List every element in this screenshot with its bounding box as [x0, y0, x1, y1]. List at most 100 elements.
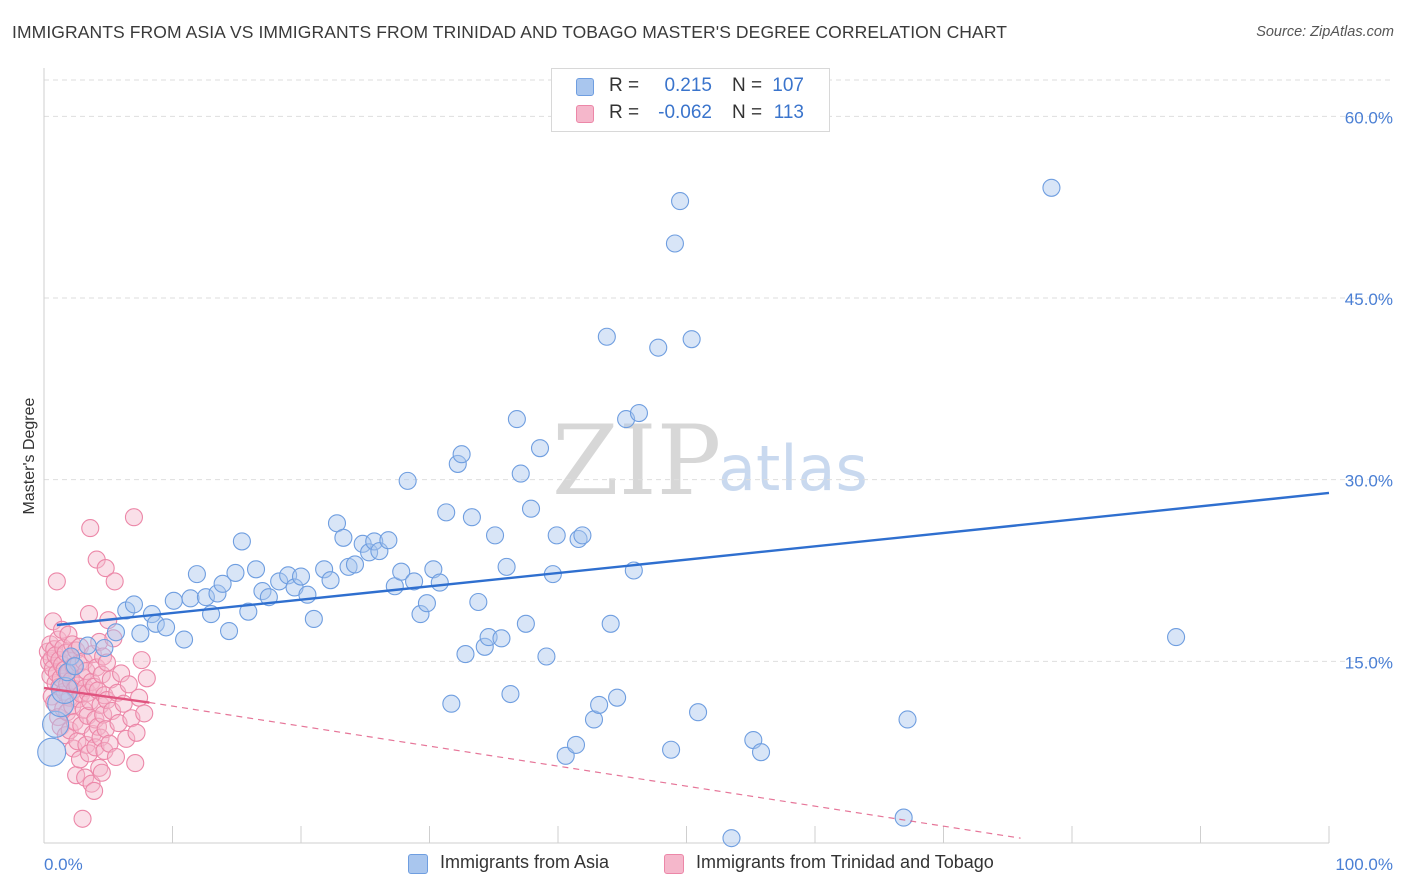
asia-point-12 — [131, 624, 150, 643]
tt-point-64 — [81, 519, 100, 538]
asia-point-28 — [246, 560, 266, 579]
asia-point-57 — [442, 694, 461, 713]
asia-point-36 — [304, 609, 323, 628]
asia-point-7 — [78, 636, 97, 655]
legend-r-label: R = — [609, 102, 640, 123]
asia-point-88 — [629, 404, 649, 423]
tt-point-8 — [45, 640, 64, 659]
tt-point-83 — [92, 665, 111, 684]
asia-point-69 — [507, 410, 526, 429]
asia-point-80 — [573, 526, 592, 545]
asia-point-97 — [751, 743, 771, 762]
asia-point-31 — [270, 572, 289, 591]
asia-point-67 — [497, 557, 516, 576]
asia-point-99 — [898, 710, 917, 729]
tt-point-97 — [105, 572, 124, 591]
asia-point-40 — [334, 528, 353, 547]
legend-n-label: N = — [732, 75, 763, 96]
legend-row-tt: R = -0.062 N = 113 — [552, 100, 829, 128]
tt-point-79 — [90, 632, 109, 652]
asia-point-53 — [417, 594, 436, 613]
asia-point-64 — [479, 628, 498, 647]
asia-point-85 — [608, 688, 627, 707]
x-tick-label-0: 0.0% — [44, 855, 83, 874]
legend-r-value: 0.215 — [664, 75, 712, 96]
asia-point-92 — [671, 192, 690, 211]
asia-point-15 — [157, 618, 176, 637]
asia-point-18 — [181, 589, 200, 608]
asia-point-1 — [42, 710, 70, 738]
legend-n-value: 113 — [773, 102, 804, 123]
asia-point-83 — [597, 327, 616, 346]
asia-point-73 — [530, 439, 550, 458]
legend-swatch-asia — [576, 78, 594, 96]
asia-point-60 — [456, 645, 475, 664]
y-tick-label-1: 30.0% — [1345, 472, 1393, 491]
asia-point-5 — [61, 647, 81, 666]
series-legend-label-asia: Immigrants from Asia — [440, 852, 610, 872]
series-legend: Immigrants from Asia Immigrants from Tri… — [0, 850, 1406, 880]
tt-point-84 — [94, 705, 113, 724]
asia-point-38 — [321, 571, 340, 590]
asia-point-51 — [405, 572, 424, 591]
asia-point-76 — [547, 526, 566, 545]
asia-point-37 — [315, 560, 334, 579]
asia-point-56 — [437, 503, 456, 522]
asia-trend-line — [56, 491, 1330, 627]
tt-point-88 — [96, 559, 115, 578]
asia-point-78 — [566, 735, 586, 754]
tt-point-59 — [77, 661, 96, 681]
asia-point-70 — [511, 464, 530, 483]
asia-point-52 — [411, 605, 430, 624]
y-tick-label-3: 60.0% — [1345, 108, 1393, 127]
asia-point-74 — [537, 647, 556, 666]
asia-point-71 — [516, 614, 535, 633]
asia-point-23 — [213, 574, 232, 593]
asia-point-101 — [1167, 628, 1186, 647]
watermark-zip: ZIP — [552, 405, 721, 517]
axes — [43, 68, 1330, 844]
tt-point-103 — [117, 729, 136, 748]
series-legend-swatch-asia — [408, 854, 428, 874]
tt-point-81 — [91, 728, 110, 747]
legend-n-value: 107 — [772, 75, 804, 96]
asia-point-11 — [124, 595, 143, 614]
trend-lines — [43, 491, 1330, 839]
tt-series-points — [38, 508, 156, 828]
asia-point-34 — [291, 567, 311, 586]
tt-point-90 — [97, 653, 117, 672]
asia-point-55 — [430, 573, 449, 592]
asia-point-81 — [584, 710, 604, 729]
asia-point-8 — [95, 638, 114, 658]
asia-point-45 — [365, 532, 384, 551]
asia-point-27 — [239, 602, 258, 621]
tt-point-107 — [126, 754, 145, 773]
asia-point-50 — [398, 471, 417, 490]
tt-point-78 — [90, 758, 109, 777]
tt-point-72 — [86, 738, 105, 757]
tt-point-106 — [124, 508, 143, 527]
tt-point-109 — [130, 688, 149, 707]
asia-point-58 — [448, 454, 467, 473]
legend-swatch-tt — [576, 105, 594, 123]
asia-point-25 — [226, 563, 245, 582]
tt-point-110 — [132, 651, 151, 670]
legend-r-value: -0.062 — [658, 102, 712, 123]
asia-point-91 — [665, 234, 684, 253]
asia-point-93 — [682, 330, 701, 349]
y-axis-title: Master's Degree — [21, 397, 38, 514]
legend-n-label: N = — [732, 102, 763, 123]
source-label: Source: ZipAtlas.com — [1256, 24, 1394, 40]
asia-point-47 — [379, 531, 398, 550]
asia-point-89 — [649, 338, 668, 357]
tt-point-111 — [135, 704, 154, 723]
watermark: ZIP atlas — [552, 405, 868, 517]
asia-point-17 — [175, 630, 194, 649]
asia-point-62 — [469, 592, 488, 612]
asia-point-6 — [65, 657, 84, 676]
asia-point-94 — [689, 703, 708, 722]
asia-point-98 — [894, 808, 913, 827]
watermark-atlas: atlas — [718, 432, 868, 505]
asia-point-95 — [722, 829, 741, 848]
